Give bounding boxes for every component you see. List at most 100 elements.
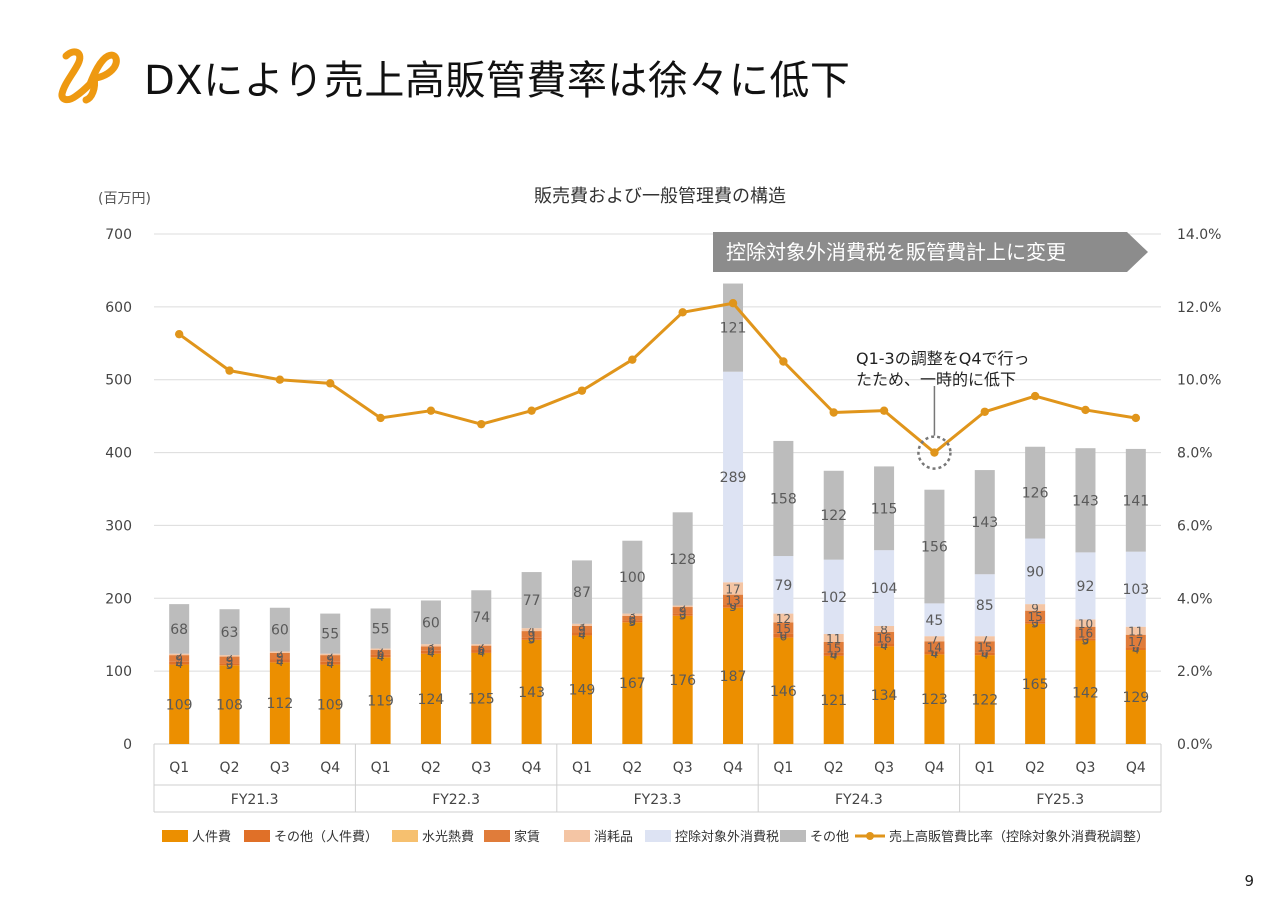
bar-value-label: 14 xyxy=(927,640,942,654)
bar-value-label: 0 xyxy=(226,657,234,671)
bar-value-label: 9 xyxy=(528,628,536,642)
bar-value-label: 6 xyxy=(780,629,788,643)
bar-value-label: 55 xyxy=(321,627,339,643)
x-tick-label: Q2 xyxy=(824,760,844,776)
bar-value-label: 4 xyxy=(1132,643,1140,657)
bar-value-label: 122 xyxy=(971,693,998,709)
bar-segment xyxy=(370,650,391,655)
bar-segment xyxy=(521,631,542,638)
bar-value-label: 0 xyxy=(931,645,939,659)
bar-value-label: 125 xyxy=(468,691,495,707)
bar-value-label: 9 xyxy=(578,623,586,637)
bar-value-label: 141 xyxy=(1122,493,1149,509)
x-tick-label: Q4 xyxy=(522,760,542,776)
bar-value-label: 10 xyxy=(1078,617,1093,631)
legend-swatch xyxy=(780,830,806,842)
bar-value-label: 0 xyxy=(1132,641,1140,655)
bar-value-label: 167 xyxy=(619,676,646,692)
bar-value-label: 55 xyxy=(372,622,390,638)
bar-value-label: 0 xyxy=(427,645,435,659)
annotation-text: Q1-3の調整をQ4で行っ xyxy=(856,349,1030,368)
bar-value-label: 0 xyxy=(578,627,586,641)
bar-value-label: 112 xyxy=(267,696,294,712)
bar-value-label: 74 xyxy=(472,610,490,626)
legend-swatch xyxy=(392,830,418,842)
bar-segment xyxy=(1075,640,1096,744)
bar-value-label: 0 xyxy=(729,598,737,612)
bar-value-label: 0 xyxy=(276,653,284,667)
bar-value-label: 92 xyxy=(1077,579,1095,595)
y-right-tick-label: 14.0% xyxy=(1177,227,1221,243)
legend-label: 人件費 xyxy=(192,830,231,845)
ratio-point xyxy=(577,386,587,395)
ratio-point xyxy=(275,375,285,384)
bar-value-label: 0 xyxy=(880,637,888,651)
bar-segment xyxy=(672,605,693,608)
bar-value-label: 0 xyxy=(326,656,334,670)
bar-value-label: 128 xyxy=(669,552,696,568)
ratio-point xyxy=(477,419,486,429)
bar-value-label: 6 xyxy=(427,643,435,657)
bar-value-label: 11 xyxy=(1128,625,1143,639)
x-tick-label: Q3 xyxy=(471,760,491,776)
legend-label: 水光熱費 xyxy=(422,830,474,845)
callout-banner-text: 控除対象外消費税を販管費計上に変更 xyxy=(726,240,1066,264)
x-tick-label: Q2 xyxy=(622,760,642,776)
ratio-point xyxy=(527,406,536,415)
bar-segment xyxy=(823,633,844,642)
bar-value-label: 4 xyxy=(326,657,334,671)
bar-value-label: 0 xyxy=(528,632,536,646)
bar-value-label: 4 xyxy=(427,646,435,660)
legend-swatch xyxy=(564,830,590,842)
ratio-point xyxy=(930,448,939,457)
bar-value-label: 77 xyxy=(523,593,541,609)
bar-value-label: 3 xyxy=(226,658,234,672)
bar-segment xyxy=(723,371,744,583)
bar-segment xyxy=(169,604,190,654)
bar-segment xyxy=(521,572,542,629)
ratio-point xyxy=(779,357,788,366)
y-right-tick-label: 4.0% xyxy=(1177,591,1213,607)
legend-label: 家賃 xyxy=(514,829,540,845)
bar-value-label: 0 xyxy=(780,627,788,641)
bar-value-label: 0 xyxy=(679,608,687,622)
bar-segment xyxy=(1075,552,1096,620)
bar-segment xyxy=(219,655,240,657)
y-unit-label: (百万円) xyxy=(98,191,151,207)
bar-value-label: 87 xyxy=(573,585,591,601)
bar-segment xyxy=(269,652,290,660)
bar-segment xyxy=(471,644,492,646)
bar-segment xyxy=(420,644,441,647)
bar-value-label: 9 xyxy=(276,650,284,664)
bar-segment xyxy=(1125,650,1146,744)
bar-segment xyxy=(370,648,391,651)
x-tick-label: Q1 xyxy=(371,760,391,776)
bar-segment xyxy=(420,653,441,744)
bar-value-label: 104 xyxy=(871,581,898,597)
bar-value-label: 143 xyxy=(1072,493,1099,509)
x-group-label: FY21.3 xyxy=(231,792,279,808)
bar-segment xyxy=(420,650,441,654)
bar-segment xyxy=(320,613,341,654)
bar-segment xyxy=(974,574,995,637)
bar-segment xyxy=(1025,604,1046,611)
bar-value-label: 4 xyxy=(276,655,284,669)
bar-value-label: 4 xyxy=(880,639,888,653)
bar-segment xyxy=(370,657,391,744)
bar-segment xyxy=(269,607,290,652)
bar-value-label: 0 xyxy=(175,656,183,670)
bar-segment xyxy=(773,622,794,634)
lp-logo-icon xyxy=(56,44,122,106)
bar-segment xyxy=(1125,448,1146,552)
bar-segment xyxy=(1025,621,1046,624)
ratio-point xyxy=(980,407,989,416)
bar-segment xyxy=(471,645,492,651)
bar-segment xyxy=(169,655,190,662)
bar-value-label: 15 xyxy=(1027,610,1042,624)
bar-segment xyxy=(1125,626,1146,635)
bar-value-label: 16 xyxy=(1078,627,1093,641)
bar-segment xyxy=(823,559,844,634)
bar-segment xyxy=(974,655,995,744)
bar-segment xyxy=(823,655,844,744)
bar-value-label: 129 xyxy=(1122,690,1149,706)
